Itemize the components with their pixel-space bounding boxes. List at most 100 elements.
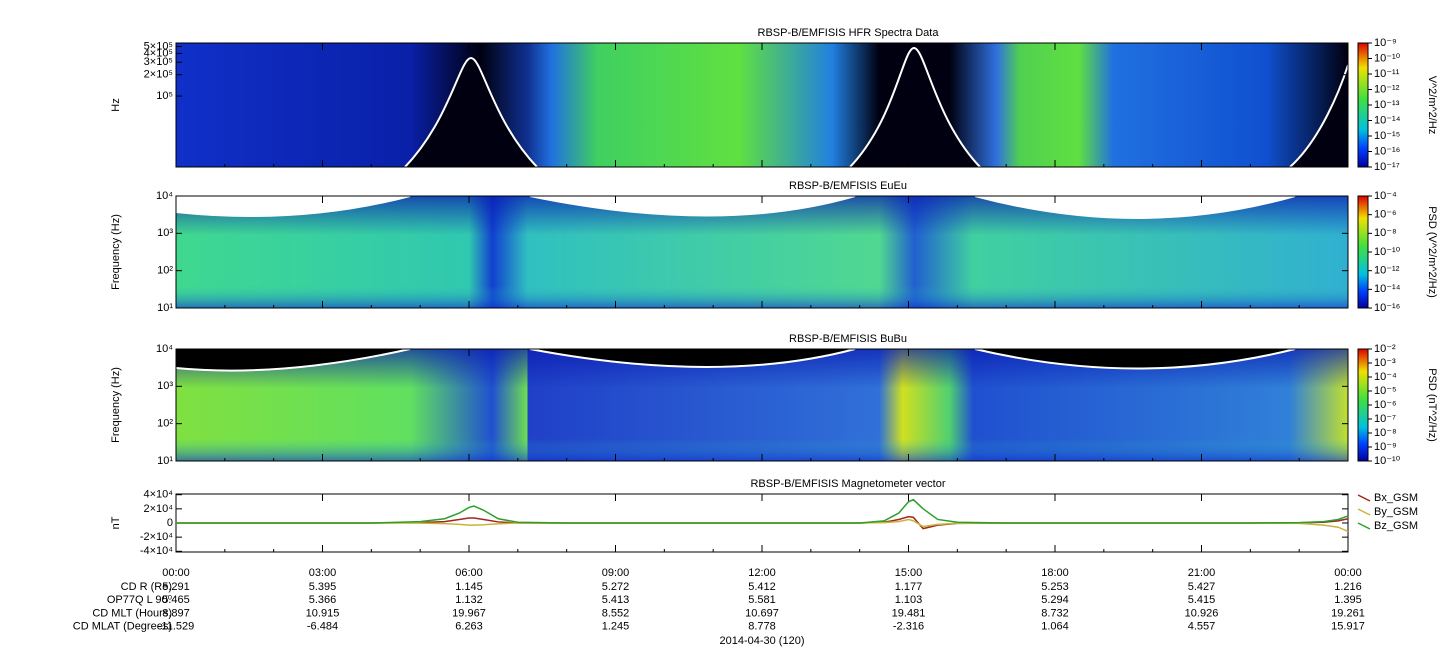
x-tick-label: 00:00: [162, 567, 190, 579]
ephemeris-value: 1.145: [455, 581, 483, 593]
ephemeris-value: 6.263: [455, 621, 483, 633]
legend-swatch: [1357, 494, 1371, 502]
ephemeris-value: -2.316: [893, 621, 924, 633]
spectrogram-image: [176, 43, 1348, 167]
y-tick-label: 2×10⁵: [144, 69, 173, 81]
ephemeris-value: 8.732: [1041, 607, 1069, 619]
colorbar: [1357, 195, 1369, 309]
colorbar-label: PSD (V^2/m^2/Hz): [1426, 206, 1438, 298]
y-tick-label: 10⁵: [156, 90, 173, 102]
colorbar-label: PSD (nT^2/Hz): [1426, 368, 1438, 442]
y-tick-label: 4×10⁴: [143, 489, 173, 501]
colorbar-tick-label: 10⁻¹⁶: [1374, 302, 1400, 314]
y-tick-label: -4×10⁴: [140, 545, 173, 557]
y-tick-label: 10⁴: [156, 343, 173, 355]
x-tick-label: 12:00: [748, 567, 776, 579]
ephemeris-value: 8.897: [162, 607, 190, 619]
colorbar: [1357, 42, 1369, 168]
y-tick-label: 10¹: [157, 302, 173, 314]
ephemeris-value: 5.294: [1041, 594, 1069, 606]
colorbar-tick-label: 10⁻¹⁰: [1374, 52, 1401, 64]
y-tick-label: 10³: [157, 380, 173, 392]
colorbar-tick-label: 10⁻¹³: [1374, 99, 1400, 111]
ephemeris-value: 8.778: [748, 621, 776, 633]
ephemeris-value: 5.291: [162, 581, 190, 593]
ephemeris-value: 10.926: [1185, 607, 1219, 619]
x-tick-label: 03:00: [309, 567, 337, 579]
colorbar-tick-label: 10⁻¹⁰: [1374, 246, 1401, 258]
ephemeris-value: 1.216: [1334, 581, 1362, 593]
ephemeris-value: 19.261: [1331, 607, 1365, 619]
ephemeris-value: 8.552: [602, 607, 630, 619]
cyclotron-line: [175, 348, 1296, 372]
ephemeris-value: 10.915: [306, 607, 340, 619]
colorbar-tick-label: 10⁻¹⁴: [1374, 283, 1401, 295]
ephemeris-label: CD MLAT (Degrees): [73, 621, 172, 633]
colorbar-tick-label: 10⁻¹¹: [1374, 68, 1400, 80]
colorbar-tick-label: 10⁻²: [1374, 343, 1396, 355]
y-tick-label: 5×10⁵: [144, 40, 173, 52]
colorbar: [1357, 348, 1369, 462]
y-tick-label: 0: [167, 517, 173, 529]
cyclotron-line: [175, 195, 1296, 219]
ephemeris-value: 1.132: [455, 594, 483, 606]
ephemeris-value: -11.529: [158, 621, 195, 633]
ephemeris-value: 5.427: [1188, 581, 1216, 593]
colorbar-tick-label: 10⁻¹⁴: [1374, 114, 1401, 126]
panel-title: RBSP-B/EMFISIS BuBu: [789, 333, 907, 345]
ephemeris-value: 4.557: [1188, 621, 1216, 633]
x-axis-label: 2014-04-30 (120): [719, 635, 804, 647]
ephemeris-label: OP77Q L 90⁰: [107, 594, 173, 606]
y-tick-label: 3×10⁵: [144, 56, 173, 68]
panel-title: RBSP-B/EMFISIS HFR Spectra Data: [758, 27, 940, 39]
colorbar-tick-label: 10⁻⁹: [1374, 441, 1397, 453]
series-line: [176, 498, 1349, 524]
cutoff-mask: [176, 349, 1295, 371]
legend-swatch: [1357, 522, 1371, 530]
colorbar-tick-label: 10⁻¹⁰: [1374, 455, 1401, 467]
series-line: [176, 518, 1349, 533]
x-tick-label: 15:00: [895, 567, 923, 579]
y-tick-label: -2×10⁴: [140, 531, 173, 543]
colorbar-tick-label: 10⁻⁶: [1374, 209, 1397, 221]
ephemeris-value: 19.967: [452, 607, 486, 619]
ephemeris-value: 1.395: [1334, 594, 1362, 606]
y-axis-label: Frequency (Hz): [110, 367, 122, 443]
colorbar-tick-label: 10⁻¹⁶: [1374, 145, 1400, 157]
legend-label: By_GSM: [1374, 506, 1418, 518]
y-axis-label: nT: [110, 516, 122, 529]
colorbar-tick-label: 10⁻⁶: [1374, 399, 1397, 411]
colorbar-tick-label: 10⁻⁹: [1374, 37, 1397, 49]
ephemeris-value: 1.103: [895, 594, 923, 606]
ephemeris-value: 5.465: [162, 594, 190, 606]
legend-label: Bx_GSM: [1374, 492, 1418, 504]
ephemeris-value: 10.697: [745, 607, 779, 619]
colorbar-tick-label: 10⁻⁴: [1374, 190, 1397, 202]
ephemeris-value: 5.366: [309, 594, 337, 606]
colorbar-label: V^2/m^2/Hz: [1426, 76, 1438, 135]
colorbar-tick-label: 10⁻⁷: [1374, 413, 1396, 425]
y-tick-label: 10⁴: [156, 190, 173, 202]
colorbar-tick-label: 10⁻⁸: [1374, 427, 1397, 439]
ephemeris-label: CD MLT (Hours): [92, 607, 172, 619]
ephemeris-value: -6.484: [307, 621, 338, 633]
colorbar-tick-label: 10⁻¹⁵: [1374, 130, 1400, 142]
x-tick-label: 00:00: [1334, 567, 1362, 579]
ephemeris-value: 1.064: [1041, 621, 1069, 633]
panel-title: RBSP-B/EMFISIS Magnetometer vector: [750, 478, 945, 490]
x-tick-label: 18:00: [1041, 567, 1069, 579]
y-axis-label: Frequency (Hz): [110, 214, 122, 290]
y-tick-label: 10¹: [157, 455, 173, 467]
ephemeris-value: 5.395: [309, 581, 337, 593]
colorbar-tick-label: 10⁻⁵: [1374, 385, 1397, 397]
x-tick-label: 06:00: [455, 567, 483, 579]
colorbar-tick-label: 10⁻⁴: [1374, 371, 1397, 383]
ephemeris-value: 5.415: [1188, 594, 1216, 606]
ephemeris-value: 15.917: [1331, 621, 1365, 633]
colorbar-tick-label: 10⁻⁸: [1374, 227, 1397, 239]
ephemeris-value: 5.272: [602, 581, 630, 593]
colorbar-tick-label: 10⁻¹²: [1374, 83, 1400, 95]
ephemeris-value: 19.481: [892, 607, 926, 619]
legend-label: Bz_GSM: [1374, 520, 1418, 532]
